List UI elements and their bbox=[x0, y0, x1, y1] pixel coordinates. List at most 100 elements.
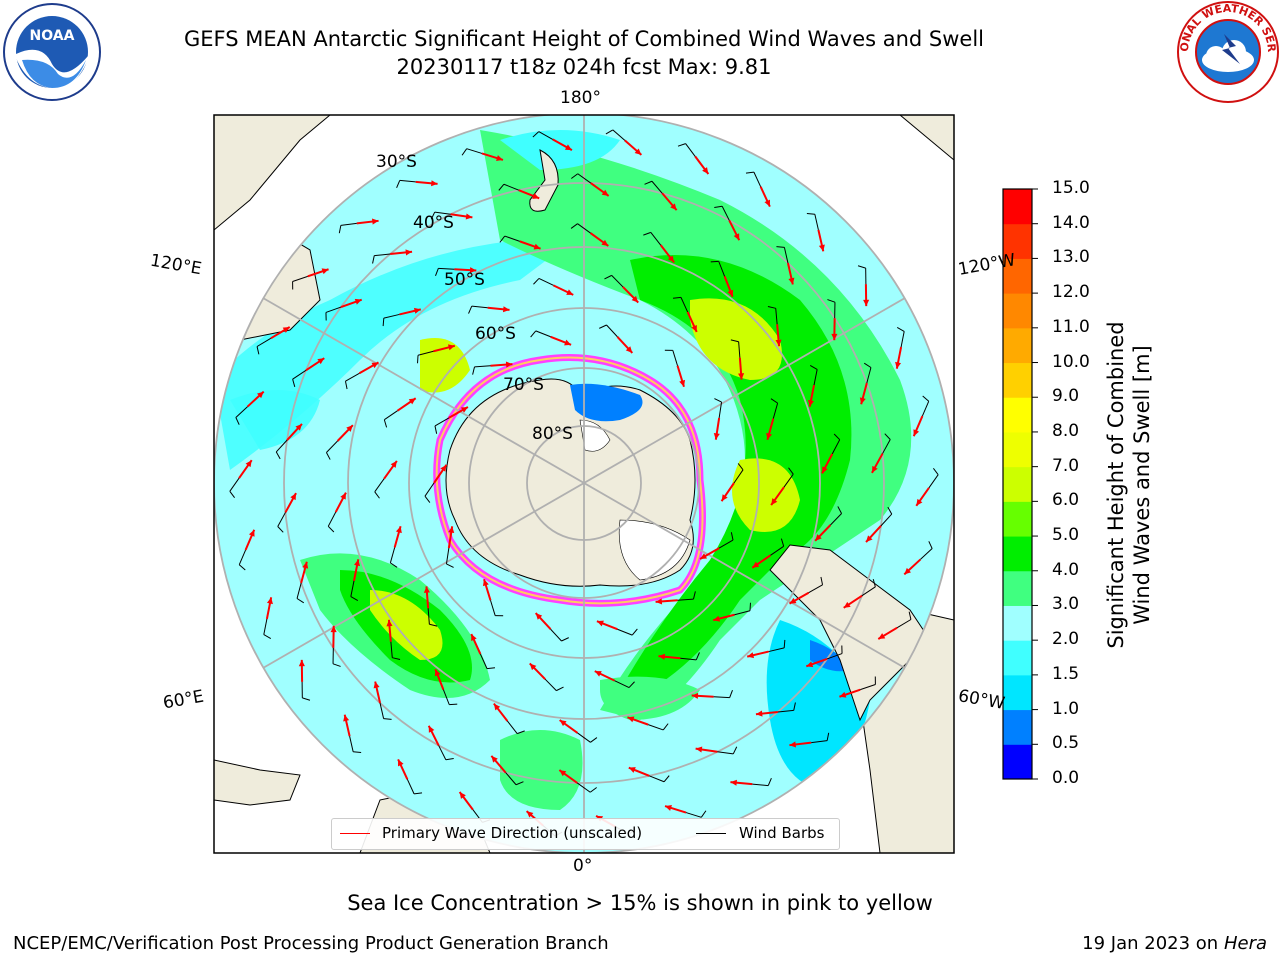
wind-barb-flag bbox=[780, 538, 785, 547]
wave-arrow-head bbox=[691, 324, 697, 332]
noaa-logo-text: NOAA bbox=[30, 28, 75, 44]
wind-barb-flag bbox=[872, 578, 876, 587]
wave-arrow-head bbox=[700, 553, 708, 560]
graticule bbox=[214, 115, 954, 853]
wind-barb-flag bbox=[332, 663, 341, 667]
wind-barb-flag bbox=[644, 180, 653, 185]
colorbar-label: Significant Height of Combined Wind Wave… bbox=[1103, 285, 1155, 685]
wave-arrow-head bbox=[533, 243, 541, 250]
wave-arrow-head bbox=[815, 534, 822, 541]
wind-barb-staff bbox=[680, 657, 697, 661]
wave-arrow-head bbox=[766, 432, 773, 440]
national-weather-service-logo: NATIONAL WEATHER SERVICE bbox=[1176, 0, 1279, 103]
wind-barb-flag bbox=[932, 468, 939, 476]
wind-barb-staff bbox=[327, 511, 337, 527]
colorbar bbox=[1003, 188, 1038, 780]
wind-barb-staff bbox=[808, 584, 823, 594]
wind-barb-flag bbox=[353, 751, 362, 753]
wind-barb-staff bbox=[434, 211, 451, 215]
wave-arrow-head bbox=[596, 620, 604, 627]
colorbar-bin bbox=[1003, 536, 1032, 572]
wave-arrow-head bbox=[330, 625, 337, 633]
wind-barb-staff bbox=[345, 372, 360, 382]
wave-arrow-head bbox=[405, 249, 413, 256]
wind-barb-staff bbox=[880, 513, 893, 527]
wind-barb-flag bbox=[499, 235, 506, 243]
wave-arrow-head bbox=[395, 526, 402, 534]
wind-barb-staff bbox=[349, 736, 354, 752]
wind-barb-flag bbox=[714, 205, 723, 208]
wave-arrow-head bbox=[469, 267, 477, 274]
wind-barb-staff bbox=[861, 586, 876, 597]
wave-arrow-head bbox=[691, 692, 699, 699]
colorbar-tick-label: 8.0 bbox=[1052, 420, 1080, 441]
wind-barb-staff bbox=[505, 772, 517, 786]
wave-arrow-head bbox=[679, 379, 686, 387]
wind-barb-staff bbox=[489, 600, 496, 616]
wind-barb-staff bbox=[738, 341, 741, 358]
wind-barb-flag bbox=[383, 419, 388, 428]
wave-arrow-head bbox=[373, 681, 380, 689]
wind-barb-staff bbox=[900, 331, 905, 348]
wind-barb-staff bbox=[721, 206, 730, 221]
wave-arrow-head bbox=[398, 759, 404, 767]
wind-barb-staff bbox=[617, 628, 633, 636]
wave-arrow-head bbox=[471, 634, 477, 642]
wind-barb-flag bbox=[714, 398, 722, 403]
wave-arrow-head bbox=[789, 741, 797, 748]
wave-arrow-head bbox=[491, 755, 498, 763]
colorbar-bin bbox=[1003, 640, 1032, 676]
wind-barb-staff bbox=[424, 482, 435, 497]
wind-barb-staff bbox=[651, 180, 663, 194]
colorbar-bin bbox=[1003, 397, 1032, 433]
wind-barb-staff bbox=[830, 513, 842, 526]
wind-barb-staff bbox=[427, 608, 430, 625]
wave-arrow-head bbox=[290, 493, 297, 501]
wind-barb-flag bbox=[677, 143, 686, 147]
wave-arrow-head bbox=[535, 613, 543, 620]
wind-barb-flag bbox=[863, 362, 872, 368]
wind-barb-flag bbox=[430, 211, 436, 220]
wave-arrow-head bbox=[788, 277, 795, 285]
wind-barb-flag bbox=[424, 495, 431, 503]
wind-barb-flag bbox=[827, 299, 836, 303]
wind-barb-flag bbox=[783, 639, 786, 648]
wave-arrow-head bbox=[413, 307, 421, 314]
wind-barb-staff bbox=[238, 549, 247, 565]
wind-barb-staff bbox=[813, 369, 818, 386]
wind-barb-staff bbox=[768, 647, 785, 653]
wave-arrow-head bbox=[913, 429, 920, 437]
wave-arrow-head bbox=[789, 597, 797, 604]
wave-arrow-head bbox=[502, 306, 510, 313]
wave-arrow-head bbox=[747, 652, 755, 659]
wind-barb-flag bbox=[896, 327, 905, 332]
wind-barb-staff bbox=[606, 324, 618, 338]
noaa-logo: NOAA bbox=[3, 3, 101, 101]
wave-arrow-head bbox=[859, 397, 866, 405]
chart-title: GEFS MEAN Antarctic Significant Height o… bbox=[183, 27, 985, 51]
wind-barb-staff bbox=[538, 131, 553, 140]
wave-arrow-head bbox=[764, 199, 770, 207]
wind-barb-staff bbox=[577, 223, 591, 234]
wave-arrow-head bbox=[752, 561, 760, 568]
wind-barb-flag bbox=[256, 346, 260, 355]
wave-arrow-head bbox=[721, 494, 728, 502]
wind-barb-flag bbox=[229, 490, 236, 498]
colorbar-tick-label: 14.0 bbox=[1052, 212, 1090, 233]
wind-barb-flag bbox=[589, 787, 597, 793]
wind-barb-flag bbox=[292, 379, 296, 388]
wind-barb-staff bbox=[479, 653, 488, 669]
wind-barb-staff bbox=[550, 628, 562, 642]
wind-barb-flag bbox=[628, 681, 635, 688]
wind-barb-staff bbox=[506, 720, 518, 734]
wind-barb-staff bbox=[535, 330, 551, 338]
wind-barb-staff bbox=[753, 171, 762, 187]
wind-barb-flag bbox=[729, 689, 733, 698]
colorbar-bin bbox=[1003, 605, 1032, 641]
wind-barb-staff bbox=[672, 350, 679, 366]
wind-barb-staff bbox=[649, 775, 665, 783]
wind-barb-flag bbox=[338, 225, 342, 234]
wind-barb-flag bbox=[372, 255, 375, 264]
wind-barb-staff bbox=[831, 439, 841, 455]
wind-barb-flag bbox=[672, 296, 682, 299]
